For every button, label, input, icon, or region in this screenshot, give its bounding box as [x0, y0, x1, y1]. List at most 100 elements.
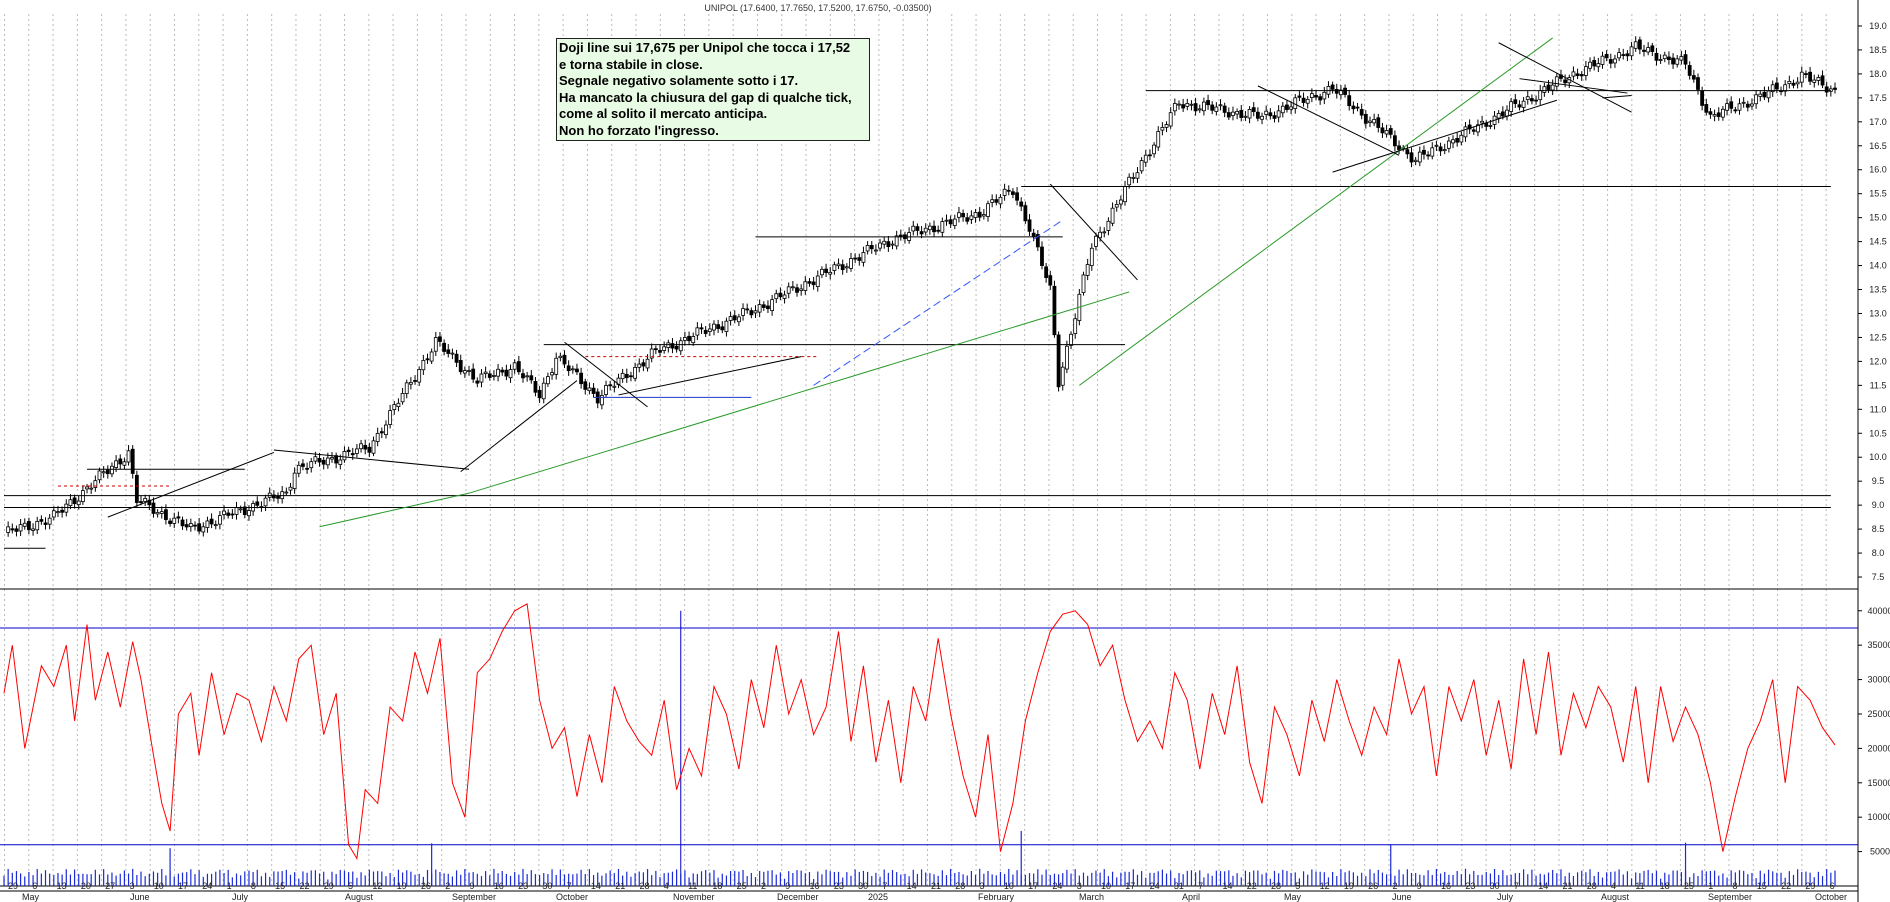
x-day-label: 23: [834, 881, 844, 891]
x-month-label: August: [345, 892, 374, 902]
x-day-label: 29: [1805, 881, 1815, 891]
candle-body: [130, 448, 135, 474]
price-tick-label: 13.5: [1869, 285, 1887, 295]
candle-body: [1762, 91, 1767, 98]
candle-body: [662, 346, 667, 351]
candle-body: [1177, 103, 1181, 106]
candle-body: [226, 512, 231, 516]
candle-body: [43, 522, 48, 525]
candle-body: [321, 459, 326, 465]
x-day-label: 8: [1733, 881, 1738, 891]
candle-body: [1787, 80, 1792, 85]
candle-body: [1505, 109, 1509, 117]
x-day-label: 14: [591, 881, 601, 891]
x-day-label: 3: [129, 881, 134, 891]
annotation-note: Doji line sui 17,675 per Unipol che tocc…: [556, 38, 870, 141]
x-day-label: 15: [1757, 881, 1767, 891]
candle-body: [1376, 117, 1381, 128]
x-day-label: 14: [1538, 881, 1548, 891]
candle-body: [1608, 59, 1613, 64]
x-day-label: 7: [1198, 881, 1203, 891]
candle-body: [1368, 120, 1372, 123]
x-day-label: 10: [1101, 881, 1111, 891]
candle-body: [1384, 130, 1389, 135]
x-day-label: 2: [761, 881, 766, 891]
trendline-green: [319, 492, 470, 528]
x-day-label: 21: [1562, 881, 1572, 891]
candle-body: [683, 337, 687, 341]
candle-body: [1509, 101, 1514, 112]
candle-body: [537, 389, 542, 399]
trendline: [1332, 99, 1557, 173]
candle-body: [1148, 154, 1152, 157]
candle-body: [1729, 101, 1734, 109]
candle-body: [1185, 103, 1190, 107]
candle-body: [242, 506, 247, 515]
x-day-label: 18: [712, 881, 722, 891]
candle-body: [521, 373, 525, 379]
candle-body: [1309, 93, 1314, 98]
candle-body: [317, 458, 322, 463]
x-month-label: May: [1284, 892, 1302, 902]
candle-body: [1625, 53, 1630, 57]
candle-body: [342, 451, 347, 461]
candle-body: [197, 523, 202, 532]
candle-body: [1820, 75, 1825, 86]
candle-body: [1073, 318, 1078, 335]
candle-body: [1650, 45, 1655, 52]
candle-body: [599, 395, 604, 406]
candle-body: [68, 499, 73, 507]
candle-body: [736, 316, 741, 323]
candle-body: [1455, 138, 1460, 143]
candle-body: [1359, 109, 1364, 116]
x-month-label: May: [22, 892, 40, 902]
x-day-label: 18: [1660, 881, 1670, 891]
candle-body: [56, 511, 60, 514]
candle-body: [438, 336, 442, 342]
candle-body: [753, 310, 758, 314]
candle-body: [1521, 100, 1526, 108]
trendline: [1602, 94, 1632, 99]
price-tick-label: 15.0: [1869, 213, 1887, 223]
x-day-label: 6: [1830, 881, 1835, 891]
candle-body: [1700, 90, 1705, 106]
candle-body: [89, 487, 94, 490]
candle-body: [421, 360, 426, 371]
note-line: Ha mancato la chiusura del gap di qualch…: [559, 89, 852, 105]
candle-body: [458, 360, 463, 373]
candle-body: [961, 213, 965, 218]
candle-body: [1011, 191, 1015, 195]
candle-body: [1343, 87, 1347, 95]
candle-body: [724, 320, 729, 333]
candle-body: [396, 402, 401, 407]
candle-body: [844, 266, 849, 269]
candle-body: [774, 293, 779, 300]
candle-body: [1446, 140, 1451, 149]
candle-body: [716, 324, 721, 329]
x-day-label: 20: [81, 881, 91, 891]
x-month-label: December: [777, 892, 819, 902]
candle-body: [1596, 63, 1601, 68]
candle-body: [296, 464, 301, 474]
candle-body: [1463, 126, 1468, 138]
candle-body: [1471, 129, 1476, 132]
candle-body: [313, 456, 318, 462]
candle-body: [849, 258, 853, 269]
candle-body: [861, 252, 866, 263]
candle-body: [330, 457, 334, 460]
candle-body: [1330, 84, 1335, 90]
candle-body: [234, 507, 239, 515]
candle-body: [155, 512, 160, 515]
candle-body: [292, 472, 297, 489]
candle-body: [1488, 125, 1493, 127]
candle-body: [1318, 96, 1323, 101]
candle-body: [392, 404, 397, 410]
candle-body: [1691, 75, 1696, 80]
candle-body: [446, 349, 451, 354]
candle-body: [22, 522, 27, 527]
candle-body: [1056, 334, 1061, 388]
candle-body: [1592, 60, 1597, 67]
candle-body: [1031, 232, 1036, 237]
candle-body: [857, 257, 862, 261]
candle-body: [462, 370, 467, 374]
